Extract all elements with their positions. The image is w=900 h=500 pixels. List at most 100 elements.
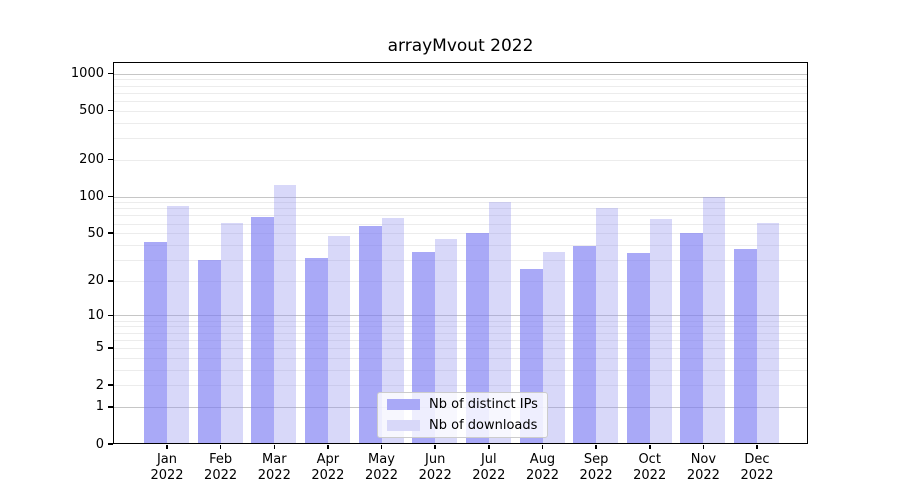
y-tick-label: 500 — [79, 103, 104, 119]
x-tick-label: Apr 2022 — [311, 452, 345, 483]
legend-item-distinct-ips: Nb of distinct IPs — [387, 396, 538, 414]
gridline-minor — [113, 110, 808, 112]
legend-swatch-downloads — [387, 420, 420, 431]
gridline-major — [113, 315, 808, 317]
bar-downloads-sep — [596, 207, 619, 444]
gridline-minor — [113, 244, 808, 246]
x-tick-mark — [649, 445, 651, 449]
bar-distinct-ips-mar — [251, 216, 275, 444]
legend-item-downloads: Nb of downloads — [387, 417, 538, 435]
x-tick-mark — [219, 445, 222, 449]
y-tick-mark — [108, 232, 113, 234]
y-tick-label: 0 — [95, 436, 104, 452]
y-tick-mark — [108, 347, 113, 349]
gridline-minor — [113, 332, 808, 334]
x-tick-mark — [702, 445, 705, 449]
gridline-minor — [113, 259, 808, 261]
gridline-minor — [113, 347, 808, 349]
y-tick-mark — [108, 443, 113, 445]
legend-label-downloads: Nb of downloads — [429, 417, 538, 433]
gridline-minor — [113, 137, 808, 139]
x-tick-label: Aug 2022 — [525, 452, 560, 483]
x-tick-label: Dec 2022 — [740, 452, 774, 483]
gridline-minor — [113, 122, 808, 124]
y-tick-label: 20 — [87, 273, 104, 289]
gridline-minor — [113, 92, 808, 94]
x-tick-label: Sep 2022 — [579, 452, 613, 483]
y-tick-mark — [108, 158, 113, 161]
bar-distinct-ips-feb — [197, 259, 221, 444]
x-tick-mark — [166, 445, 168, 449]
gridline-minor — [113, 85, 808, 87]
gridline-minor — [113, 215, 808, 217]
y-tick-label: 5 — [95, 340, 104, 356]
gridline-minor — [113, 233, 808, 235]
bar-distinct-ips-apr — [304, 258, 328, 444]
gridline-minor — [113, 339, 808, 341]
bar-downloads-jul — [488, 201, 511, 444]
y-tick-label: 200 — [79, 152, 104, 168]
x-tick-label: Mar 2022 — [257, 452, 291, 483]
chart-title: arrayMvout 2022 — [387, 36, 534, 56]
y-tick-label: 1 — [95, 399, 104, 415]
x-tick-label: Feb 2022 — [204, 452, 238, 483]
gridline-minor — [113, 369, 808, 371]
x-tick-mark — [273, 445, 275, 449]
x-tick-label: May 2022 — [364, 452, 399, 483]
bar-downloads-mar — [274, 184, 297, 444]
x-tick-label: Jan 2022 — [150, 452, 184, 483]
legend-swatch-distinct-ips — [387, 399, 420, 410]
x-tick-mark — [434, 445, 436, 449]
y-tick-mark — [108, 72, 113, 75]
bar-distinct-ips-may — [358, 226, 382, 444]
gridline-minor — [113, 79, 808, 81]
gridline-minor — [113, 159, 808, 161]
bar-downloads-oct — [649, 218, 672, 444]
bar-downloads-apr — [327, 236, 350, 444]
legend: Nb of distinct IPs Nb of downloads — [377, 392, 548, 438]
bar-downloads-jan — [167, 206, 189, 444]
bar-distinct-ips-jul — [465, 233, 489, 444]
x-tick-mark — [380, 445, 383, 449]
gridline-minor — [113, 208, 808, 210]
gridline-minor — [113, 280, 808, 282]
gridline-minor — [113, 320, 808, 322]
y-tick-label: 10 — [87, 307, 104, 323]
y-tick-mark — [108, 384, 113, 386]
bar-downloads-may — [381, 217, 404, 444]
bar-downloads-feb — [220, 222, 243, 444]
gridline-minor — [113, 223, 808, 225]
x-tick-mark — [595, 445, 597, 449]
bar-downloads-aug — [542, 251, 565, 444]
x-tick-label: Jul 2022 — [472, 452, 506, 483]
gridline-major — [113, 196, 808, 198]
y-tick-label: 1000 — [70, 66, 104, 81]
y-tick-label: 100 — [79, 189, 104, 204]
x-tick-mark — [756, 445, 758, 449]
gridline-minor — [113, 385, 808, 387]
bar-distinct-ips-nov — [680, 233, 704, 444]
x-tick-label: Nov 2022 — [686, 452, 720, 483]
gridline-minor — [113, 100, 808, 102]
gridline-minor — [113, 202, 808, 204]
x-tick-mark — [327, 445, 329, 449]
gridline-major — [113, 73, 808, 75]
plot-border — [113, 62, 808, 444]
bar-distinct-ips-dec — [734, 248, 757, 444]
x-tick-mark — [488, 445, 490, 449]
legend-label-distinct-ips: Nb of distinct IPs — [429, 396, 538, 412]
bar-distinct-ips-oct — [626, 253, 650, 444]
y-tick-mark — [108, 406, 113, 408]
y-tick-label: 2 — [95, 377, 104, 393]
bar-downloads-dec — [757, 222, 779, 444]
y-tick-mark — [108, 195, 113, 198]
bar-distinct-ips-jan — [144, 242, 167, 444]
x-tick-label: Jun 2022 — [418, 452, 452, 483]
gridline-minor — [113, 326, 808, 328]
y-tick-mark — [108, 280, 113, 282]
bar-downloads-nov — [703, 196, 726, 444]
bar-distinct-ips-sep — [573, 246, 597, 444]
